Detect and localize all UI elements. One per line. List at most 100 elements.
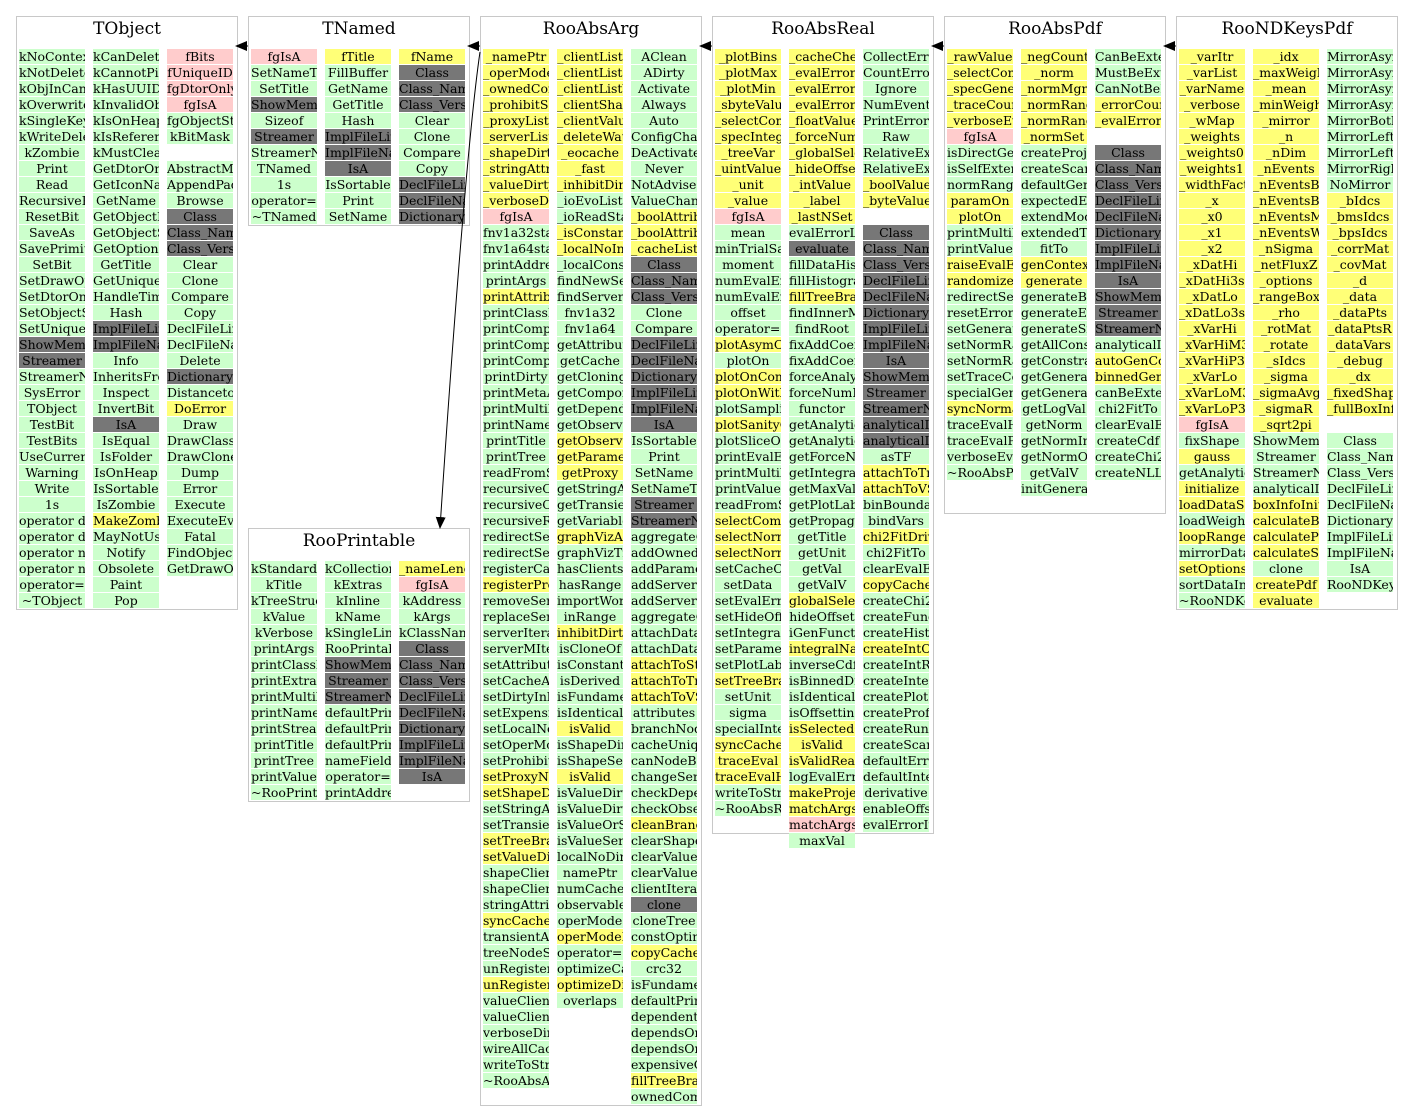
member-cell: printDirty <box>483 369 549 384</box>
member-cell: DeclFileName <box>1327 497 1393 512</box>
member-cell: fixShape <box>1179 433 1245 448</box>
member-cell: kTitle <box>251 577 317 592</box>
class-box-roondkeyspdf: RooNDKeysPdf _varItr _varList _varName _verb… <box>1176 16 1398 610</box>
member-cell: clientIterator <box>631 881 697 896</box>
member-cell: _clientList <box>557 49 623 64</box>
member-cell: NumEvent <box>863 97 929 112</box>
member-cell: _sbyteValue <box>715 97 781 112</box>
member-cell: MayNotUse <box>93 529 159 544</box>
member-cell: isShapeDirty <box>557 737 623 752</box>
member-cell: matchArgs <box>789 801 855 816</box>
member-cell: loadDataSet <box>1179 497 1245 512</box>
member-cell: setTransientAttribute <box>483 817 549 832</box>
member-cell: _evalError <box>1095 113 1161 128</box>
member-cell: createProjection <box>1021 145 1087 160</box>
member-cell: isOffsetting <box>789 705 855 720</box>
member-cell: _data <box>1327 289 1393 304</box>
member-cell: fgIsA <box>399 577 465 592</box>
member-cell: crc32 <box>631 961 697 976</box>
member-cell: cloneTree <box>631 913 697 928</box>
member-cell: RelativeExpected <box>863 161 929 176</box>
member-cell: kClassName <box>399 625 465 640</box>
member-cell: isConstant <box>557 657 623 672</box>
member-cell: setOptions <box>1179 561 1245 576</box>
member-cell: verboseDirty <box>483 1025 549 1040</box>
member-cell: TestBit <box>19 417 85 432</box>
member-cell: clearValueDirty <box>631 865 697 880</box>
member-cell: IsSortable <box>325 177 391 192</box>
member-cell: createChi2 <box>1095 449 1161 464</box>
member-cell: StreamerNVirtual <box>19 369 85 384</box>
member-cell: _corrMat <box>1327 241 1393 256</box>
member-cell: CanBeExtended <box>1095 49 1161 64</box>
member-cell: printMetaArgs <box>483 385 549 400</box>
member-cell: ~RooAbsPdf <box>947 465 1013 480</box>
member-cell: operator= <box>325 769 391 784</box>
member-cell: setProhibitServerRedirect <box>483 753 549 768</box>
member-cell: _normRangeOverride <box>1021 113 1087 128</box>
member-cell: _globalSelectComp <box>789 145 855 160</box>
member-cell: verboseEval <box>947 449 1013 464</box>
member-cell: Copy <box>399 161 465 176</box>
member-cell: _lastNSet <box>789 209 855 224</box>
member-cell: Class_Version <box>1327 465 1393 480</box>
member-cell: hasClients <box>557 561 623 576</box>
member-cell: kHasUUID <box>93 81 159 96</box>
member-cell: Hash <box>93 305 159 320</box>
member-cell: forceNumInt <box>789 385 855 400</box>
member-cell: loadWeightSet <box>1179 513 1245 528</box>
member-cell: _dataVars <box>1327 337 1393 352</box>
member-cell: analyticalIntegral <box>863 417 929 432</box>
member-cell: createFundamental <box>863 609 929 624</box>
member-cell: addOwnedComponents <box>631 545 697 560</box>
class-title: RooAbsArg <box>542 19 640 39</box>
member-cell: printMultiline <box>251 689 317 704</box>
member-cell: ImplFileLine <box>93 321 159 336</box>
member-cell: MirrorAsymLeft <box>1327 65 1393 80</box>
member-cell: getObservablesHook <box>557 433 623 448</box>
member-cell: _unit <box>715 177 781 192</box>
member-cell: InheritsFrom <box>93 369 159 384</box>
member-cell: syncCache <box>715 737 781 752</box>
member-cell: _plotMax <box>715 65 781 80</box>
member-cell: expensiveObjectCache <box>631 1057 697 1072</box>
member-cell: _selectComp <box>947 65 1013 80</box>
member-cell: getCloningAncestors <box>557 369 623 384</box>
member-column: kCanDeletekCannotPickkHasUUIDkInvalidObj… <box>93 49 159 609</box>
member-cell: setHideOffset <box>715 609 781 624</box>
member-cell: fTitle <box>325 49 391 64</box>
member-cell: fillDataHist <box>789 257 855 272</box>
member-cell: evalErrorLoggingMode <box>789 225 855 240</box>
member-cell: printComponentTree <box>483 353 549 368</box>
class-box-tobject: TObjectkNoContextMenukNotDeletedkObjInCa… <box>16 16 238 610</box>
member-cell: canNodeBeCached <box>631 753 697 768</box>
member-cell: copyCache <box>863 577 929 592</box>
member-cell: RooPrintable <box>325 641 391 656</box>
member-cell: _nEventsW <box>1253 225 1319 240</box>
member-cell: operator new[] <box>19 561 85 576</box>
member-cell: getAnalyticalIntegral <box>1179 465 1245 480</box>
member-cell: addServer <box>631 577 697 592</box>
member-cell: ImplFileName <box>631 401 697 416</box>
member-cell: specialGeneratorConfig <box>947 385 1013 400</box>
member-cell: chi2FitDriver <box>863 529 929 544</box>
member-cell: getLogVal <box>1021 401 1087 416</box>
member-cell: getCache <box>557 353 623 368</box>
member-cell: recursiveCheckDependents <box>483 481 549 496</box>
member-cell: _specGeneratorConfig <box>947 81 1013 96</box>
member-cell: boxInfoInit <box>1253 497 1319 512</box>
member-cell: Fatal <box>167 529 233 544</box>
member-cell: localNoDirtyInhibit <box>557 849 623 864</box>
member-cell: TNamed <box>251 161 317 176</box>
member-cell: kMustCleanup <box>93 145 159 160</box>
member-cell: Activate <box>631 81 697 96</box>
member-cell: createIntRI <box>863 657 929 672</box>
member-cell: defaultGeneratorConfig <box>1021 177 1087 192</box>
member-cell: Class_Name <box>399 81 465 96</box>
member-cell: IsA <box>325 161 391 176</box>
member-cell: _label <box>789 193 855 208</box>
member-cell: clearEvalErrorLog <box>863 561 929 576</box>
member-cell: treeNodeServerList <box>483 945 549 960</box>
member-cell: SetObjectStat <box>19 305 85 320</box>
member-cell: _sigmaAvgR <box>1253 385 1319 400</box>
